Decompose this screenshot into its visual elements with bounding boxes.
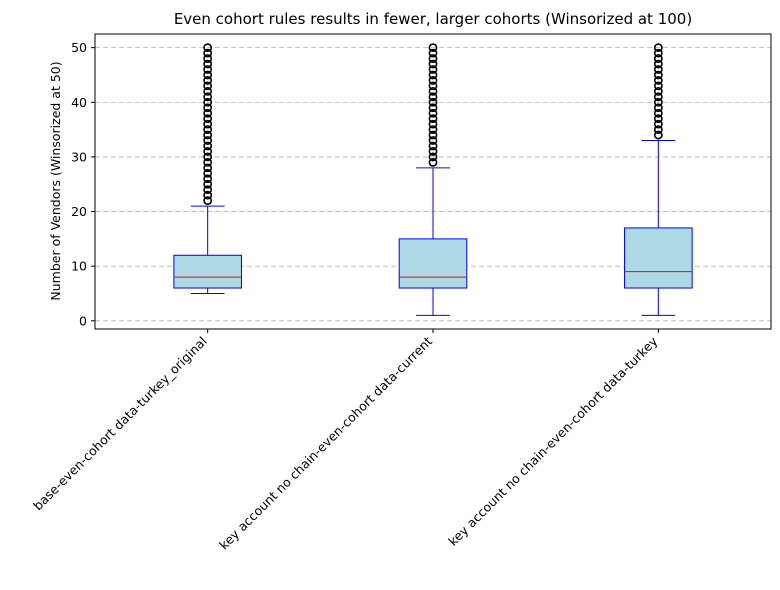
outlier-point	[203, 70, 213, 80]
outlier-point	[428, 76, 438, 85]
outlier-point	[428, 130, 438, 140]
outlier-point	[203, 130, 213, 140]
outlier-point	[653, 130, 663, 140]
outlier-point	[428, 147, 438, 156]
outlier-point	[203, 81, 213, 91]
outlier-point	[653, 97, 663, 107]
y-axis-ticks: 0 10 20 30 40 50	[71, 40, 95, 328]
outlier-point	[428, 65, 438, 74]
box-group	[173, 43, 242, 294]
outlier-point	[203, 196, 213, 206]
outlier-point	[203, 147, 213, 156]
outlier-point	[653, 54, 663, 63]
outlier-point	[428, 114, 438, 124]
outlier-point	[203, 97, 213, 107]
y-tick-label: 0	[79, 313, 87, 328]
outlier-point	[428, 86, 438, 96]
outlier-point	[428, 54, 438, 63]
y-tick-label: 50	[71, 40, 87, 55]
y-axis-label: Number of Vendors (Winsorized at 50)	[48, 61, 63, 300]
box-group	[398, 43, 468, 316]
outlier-point	[428, 97, 438, 107]
iqr-box	[398, 238, 468, 289]
outlier-point	[428, 157, 438, 167]
outlier-point	[203, 190, 213, 200]
outlier-point	[428, 141, 438, 151]
plot-area-frame	[94, 33, 772, 330]
outlier-point	[203, 92, 213, 102]
outlier-point	[428, 125, 438, 135]
outlier-point	[203, 54, 213, 63]
outlier-point	[653, 59, 663, 69]
outlier-point	[653, 65, 663, 74]
outlier-point	[428, 92, 438, 102]
chart-title: Even cohort rules results in fewer, larg…	[174, 10, 692, 28]
y-tick-label: 30	[71, 149, 87, 164]
outlier-point	[203, 157, 213, 167]
outlier-point	[203, 141, 213, 151]
outlier-point	[428, 103, 438, 113]
outlier-point	[203, 125, 213, 135]
outlier-point	[653, 48, 663, 58]
box-group	[624, 43, 693, 316]
outlier-point	[203, 86, 213, 96]
outlier-point	[203, 168, 213, 178]
outlier-point	[203, 108, 213, 118]
outlier-point	[203, 185, 213, 195]
outlier-point	[203, 43, 213, 53]
outlier-point	[428, 136, 438, 145]
outlier-point	[203, 152, 213, 162]
outlier-point	[428, 108, 438, 118]
outlier-point	[203, 179, 213, 189]
outlier-point	[203, 103, 213, 113]
outlier-point	[653, 43, 663, 53]
outlier-point	[653, 114, 663, 124]
outlier-point	[428, 48, 438, 58]
outlier-point	[653, 70, 663, 80]
outlier-point	[428, 70, 438, 80]
iqr-box	[624, 227, 693, 289]
outlier-point	[428, 59, 438, 69]
outlier-point	[203, 163, 213, 173]
outlier-point	[653, 81, 663, 91]
outlier-point	[653, 119, 663, 129]
outlier-point	[428, 119, 438, 129]
y-tick-label: 40	[71, 95, 87, 110]
boxes	[173, 43, 693, 316]
outlier-point	[203, 48, 213, 58]
outlier-point	[653, 103, 663, 113]
outlier-point	[428, 152, 438, 162]
outlier-point	[203, 174, 213, 184]
outlier-point	[203, 136, 213, 145]
outlier-point	[428, 43, 438, 53]
iqr-box	[173, 254, 242, 289]
y-tick-label: 20	[71, 204, 87, 219]
outlier-point	[203, 76, 213, 85]
outlier-point	[653, 108, 663, 118]
outlier-point	[203, 65, 213, 74]
outlier-point	[653, 86, 663, 96]
outlier-point	[653, 92, 663, 102]
outlier-point	[203, 59, 213, 69]
y-tick-label: 10	[71, 259, 87, 274]
outlier-point	[653, 76, 663, 85]
outlier-point	[428, 81, 438, 91]
outlier-point	[203, 114, 213, 124]
outlier-point	[653, 125, 663, 135]
outlier-point	[203, 119, 213, 129]
